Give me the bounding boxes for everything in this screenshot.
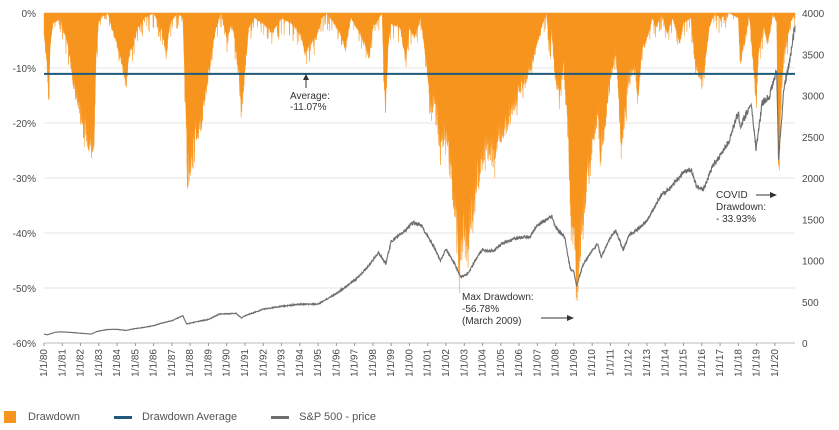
y-right-tick-label: 4000: [802, 9, 825, 20]
x-tick-label: 1/1/02: [441, 349, 452, 377]
drawdown-area: [43, 12, 796, 301]
legend: Drawdown Drawdown Average S&P 500 - pric…: [4, 409, 410, 425]
legend-item-average: Drawdown Average: [113, 411, 238, 423]
x-tick-label: 1/1/18: [733, 349, 744, 377]
y-right-tick-label: 500: [802, 298, 819, 309]
annotation-average-value: -11.07%: [290, 102, 327, 113]
x-tick-label: 1/1/01: [423, 349, 434, 377]
gridlines: [44, 12, 795, 344]
annotation-average-label: Average:: [290, 91, 330, 102]
x-tick-label: 1/1/06: [514, 349, 525, 377]
legend-label-price: S&P 500 - price: [299, 411, 376, 423]
y-left-tick-label: -60%: [13, 339, 36, 350]
legend-label-average: Drawdown Average: [141, 411, 238, 423]
x-tick-label: 1/1/89: [203, 349, 214, 377]
y-right-tick-label: 1000: [802, 257, 825, 268]
x-tick-label: 1/1/90: [222, 349, 233, 377]
legend-item-drawdown: Drawdown: [4, 411, 80, 423]
annotation-covid: COVID Drawdown: - 33.93%: [716, 190, 777, 225]
x-tick-label: 1/1/12: [624, 349, 635, 377]
x-tick-label: 1/1/05: [496, 349, 507, 377]
x-tick-label: 1/1/95: [313, 349, 324, 377]
x-tick-label: 1/1/91: [240, 349, 251, 377]
y-left-tick-label: -30%: [13, 174, 36, 185]
legend-item-price: S&P 500 - price: [271, 411, 376, 423]
x-tick-label: 1/1/86: [149, 349, 160, 377]
x-tick-label: 1/1/04: [478, 349, 489, 377]
y-left-tick-label: -10%: [13, 64, 36, 75]
x-tick-label: 1/1/03: [459, 349, 470, 377]
y-axis-left-ticks: 0% -10% -20% -30% -40% -50% -60%: [13, 9, 36, 350]
annotation-covid-value: - 33.93%: [716, 214, 756, 225]
annotation-max-label: Max Drawdown:: [462, 292, 534, 303]
x-tick-label: 1/1/96: [331, 349, 342, 377]
x-tick-label: 1/1/10: [587, 349, 598, 377]
y-right-tick-label: 2500: [802, 133, 825, 144]
y-axis-right-ticks: 4000 3500 3000 2500 2000 1500 1000 500 0: [802, 9, 825, 350]
x-tick-label: 1/1/20: [770, 349, 781, 377]
x-tick-label: 1/1/85: [130, 349, 141, 377]
y-right-tick-label: 2000: [802, 174, 825, 185]
x-tick-label: 1/1/82: [76, 349, 87, 377]
x-tick-label: 1/1/15: [679, 349, 690, 377]
y-right-tick-label: 3500: [802, 50, 825, 61]
sp500-price-line: [43, 25, 796, 336]
x-tick-label: 1/1/83: [94, 349, 105, 377]
x-tick-label: 1/1/84: [112, 349, 123, 377]
annotation-average: Average: -11.07%: [290, 74, 330, 113]
x-tick-label: 1/1/99: [386, 349, 397, 377]
x-tick-label: 1/1/00: [404, 349, 415, 377]
y-right-tick-label: 0: [802, 339, 808, 350]
x-tick-label: 1/1/94: [295, 349, 306, 377]
x-tick-label: 1/1/14: [660, 349, 671, 377]
x-tick-label: 1/1/92: [258, 349, 269, 377]
legend-swatch-drawdown: [4, 411, 16, 423]
x-tick-label: 1/1/98: [368, 349, 379, 377]
x-tick-label: 1/1/08: [551, 349, 562, 377]
annotation-max-date: (March 2009): [462, 316, 521, 327]
x-tick-label: 1/1/09: [569, 349, 580, 377]
annotation-max-value: -56.78%: [462, 304, 499, 315]
y-left-tick-label: 0%: [22, 9, 37, 20]
x-tick-label: 1/1/93: [277, 349, 288, 377]
x-tick-label: 1/1/97: [350, 349, 361, 377]
x-tick-label: 1/1/80: [39, 349, 50, 377]
legend-swatch-price: [271, 415, 290, 419]
x-tick-label: 1/1/88: [185, 349, 196, 377]
x-tick-label: 1/1/16: [697, 349, 708, 377]
x-tick-label: 1/1/19: [752, 349, 763, 377]
annotation-max-drawdown: Max Drawdown: -56.78% (March 2009): [462, 292, 574, 327]
y-right-tick-label: 1500: [802, 215, 825, 226]
x-axis-ticks: 1/1/80 1/1/81 1/1/82 1/1/83 1/1/84 1/1/85 1/1/…: [39, 343, 781, 377]
y-left-tick-label: -40%: [13, 229, 36, 240]
drawdown-area-layer: [43, 12, 796, 301]
y-left-tick-label: -50%: [13, 284, 36, 295]
y-left-tick-label: -20%: [13, 119, 36, 130]
y-right-tick-label: 3000: [802, 92, 825, 103]
x-tick-label: 1/1/13: [642, 349, 653, 377]
legend-swatch-average: [113, 415, 132, 419]
x-tick-label: 1/1/11: [605, 349, 616, 376]
legend-label-drawdown: Drawdown: [28, 411, 80, 423]
price-line-layer: [43, 25, 796, 336]
annotation-covid-label: COVID: [716, 190, 748, 201]
x-tick-label: 1/1/87: [167, 349, 178, 377]
x-tick-label: 1/1/81: [57, 349, 68, 377]
annotation-covid-label-2: Drawdown:: [716, 202, 766, 213]
x-tick-label: 1/1/17: [715, 349, 726, 377]
x-tick-label: 1/1/07: [532, 349, 543, 377]
